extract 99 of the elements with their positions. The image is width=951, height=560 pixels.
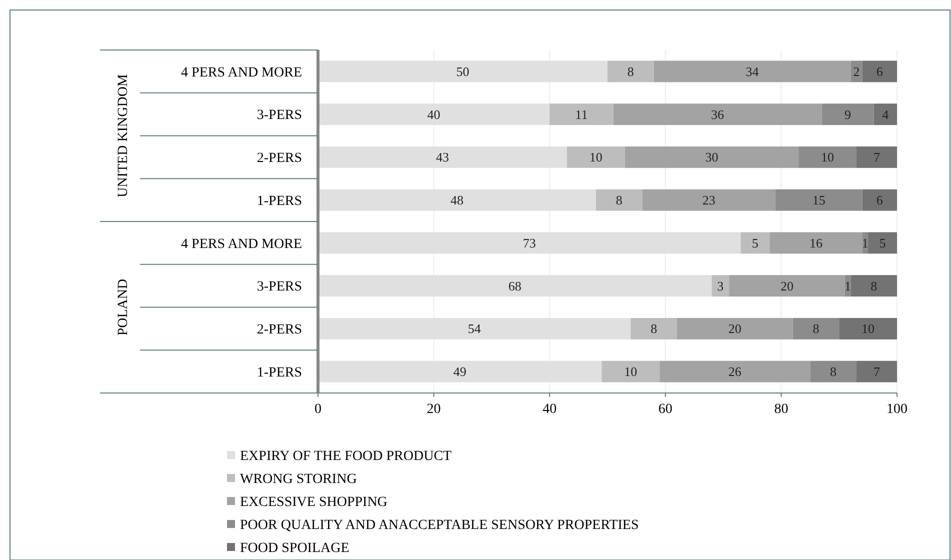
- bar: [630, 318, 677, 340]
- bar: [660, 360, 810, 382]
- data-label: 1: [862, 235, 868, 250]
- data-label: 10: [862, 321, 875, 336]
- bar: [596, 189, 642, 211]
- data-label: 5: [752, 235, 758, 250]
- legend-label: WRONG STORING: [240, 472, 357, 487]
- data-label: 8: [812, 321, 820, 336]
- data-label: 10: [589, 150, 602, 165]
- bar: [318, 275, 712, 297]
- data-label: 8: [616, 192, 622, 208]
- y-tick-label: 4 PERS AND MORE: [181, 236, 302, 252]
- x-tick-label: 40: [542, 402, 557, 417]
- x-tick-label: 100: [886, 402, 908, 417]
- x-tick-label: 60: [658, 402, 672, 417]
- bar: [839, 318, 897, 340]
- data-label: 6: [876, 64, 884, 79]
- data-label: 48: [450, 192, 464, 208]
- bar: [792, 318, 840, 340]
- data-label: 1: [844, 278, 852, 294]
- bar: [608, 60, 654, 82]
- data-label: 8: [627, 64, 634, 79]
- x-tick-label: 80: [774, 402, 788, 417]
- legend-label: EXPIRY OF THE FOOD PRODUCT: [240, 448, 452, 464]
- bar: [770, 232, 862, 254]
- x-tick-label: 20: [426, 402, 441, 417]
- data-label: 40: [427, 106, 440, 122]
- bar: [318, 318, 631, 340]
- data-label: 9: [844, 106, 852, 122]
- legend-label: POOR QUALITY AND ANACCEPTABLE SENSORY PROPERTIES: [240, 518, 639, 533]
- data-label: 54: [468, 321, 482, 336]
- bar: [810, 360, 856, 382]
- bar: [318, 146, 567, 168]
- data-label: 6: [876, 192, 884, 208]
- text: POLAND: [116, 278, 131, 336]
- bar: [868, 232, 897, 254]
- data-label: 26: [728, 364, 742, 380]
- bar: [654, 60, 851, 82]
- data-label: 7: [873, 150, 880, 165]
- bar: [729, 275, 845, 297]
- x-tick-label: 0: [314, 402, 322, 417]
- data-label: 8: [870, 278, 878, 294]
- legend-label: EXCESSIVE SHOPPING: [240, 494, 388, 510]
- data-label: 2: [853, 64, 860, 79]
- data-label: 4: [882, 106, 890, 122]
- y-tick-label: 4 PERS AND MORE: [181, 65, 302, 80]
- y-tick-label: 1-PERS: [256, 365, 302, 380]
- data-label: 23: [702, 192, 716, 208]
- data-label: 50: [456, 64, 470, 79]
- data-label: 7: [873, 364, 880, 380]
- bar: [798, 146, 856, 168]
- data-label: 49: [453, 364, 466, 380]
- data-label: 5: [879, 235, 886, 250]
- data-label: 10: [821, 150, 834, 165]
- bar: [318, 104, 550, 126]
- bar: [318, 189, 596, 211]
- bar: [822, 104, 874, 126]
- bar: [856, 360, 897, 382]
- bar: [850, 60, 862, 82]
- text: UNITED KINGDOM: [116, 74, 131, 198]
- y-tick-label: 2-PERS: [256, 322, 302, 338]
- bar: [862, 60, 897, 82]
- data-label: 20: [780, 278, 794, 294]
- bar: [318, 360, 602, 382]
- bar: [566, 146, 625, 168]
- data-label: 15: [812, 192, 826, 208]
- data-label: 8: [650, 321, 658, 336]
- data-label: 73: [522, 235, 536, 250]
- bar: [850, 275, 897, 297]
- bar: [642, 189, 776, 211]
- bar: [856, 146, 897, 168]
- data-label: 3: [717, 278, 724, 294]
- y-tick-label: 2-PERS: [256, 151, 302, 166]
- bar: [874, 104, 897, 126]
- bar: [318, 60, 608, 82]
- legend-label: FOOD SPOILAGE: [240, 540, 350, 556]
- bar: [862, 189, 897, 211]
- y-tick-label: 3-PERS: [256, 108, 302, 124]
- bar: [602, 360, 660, 382]
- y-tick-label: 3-PERS: [256, 280, 302, 295]
- bar: [740, 232, 770, 254]
- bar: [676, 318, 793, 340]
- data-label: 30: [705, 150, 718, 165]
- bar: [775, 189, 862, 211]
- bar: [712, 275, 730, 297]
- bar: [613, 104, 822, 126]
- y-tick-label: 1-PERS: [256, 194, 302, 209]
- data-label: 43: [436, 150, 449, 165]
- data-label: 16: [809, 235, 823, 250]
- data-label: 68: [508, 278, 522, 294]
- data-label: 8: [830, 364, 837, 380]
- data-label: 36: [711, 106, 725, 122]
- bar: [550, 104, 614, 126]
- data-label: 10: [624, 364, 638, 380]
- data-label: 34: [746, 64, 760, 79]
- data-label: 11: [575, 106, 588, 122]
- data-label: 20: [728, 321, 742, 336]
- bar: [624, 146, 799, 168]
- bar: [318, 232, 741, 254]
